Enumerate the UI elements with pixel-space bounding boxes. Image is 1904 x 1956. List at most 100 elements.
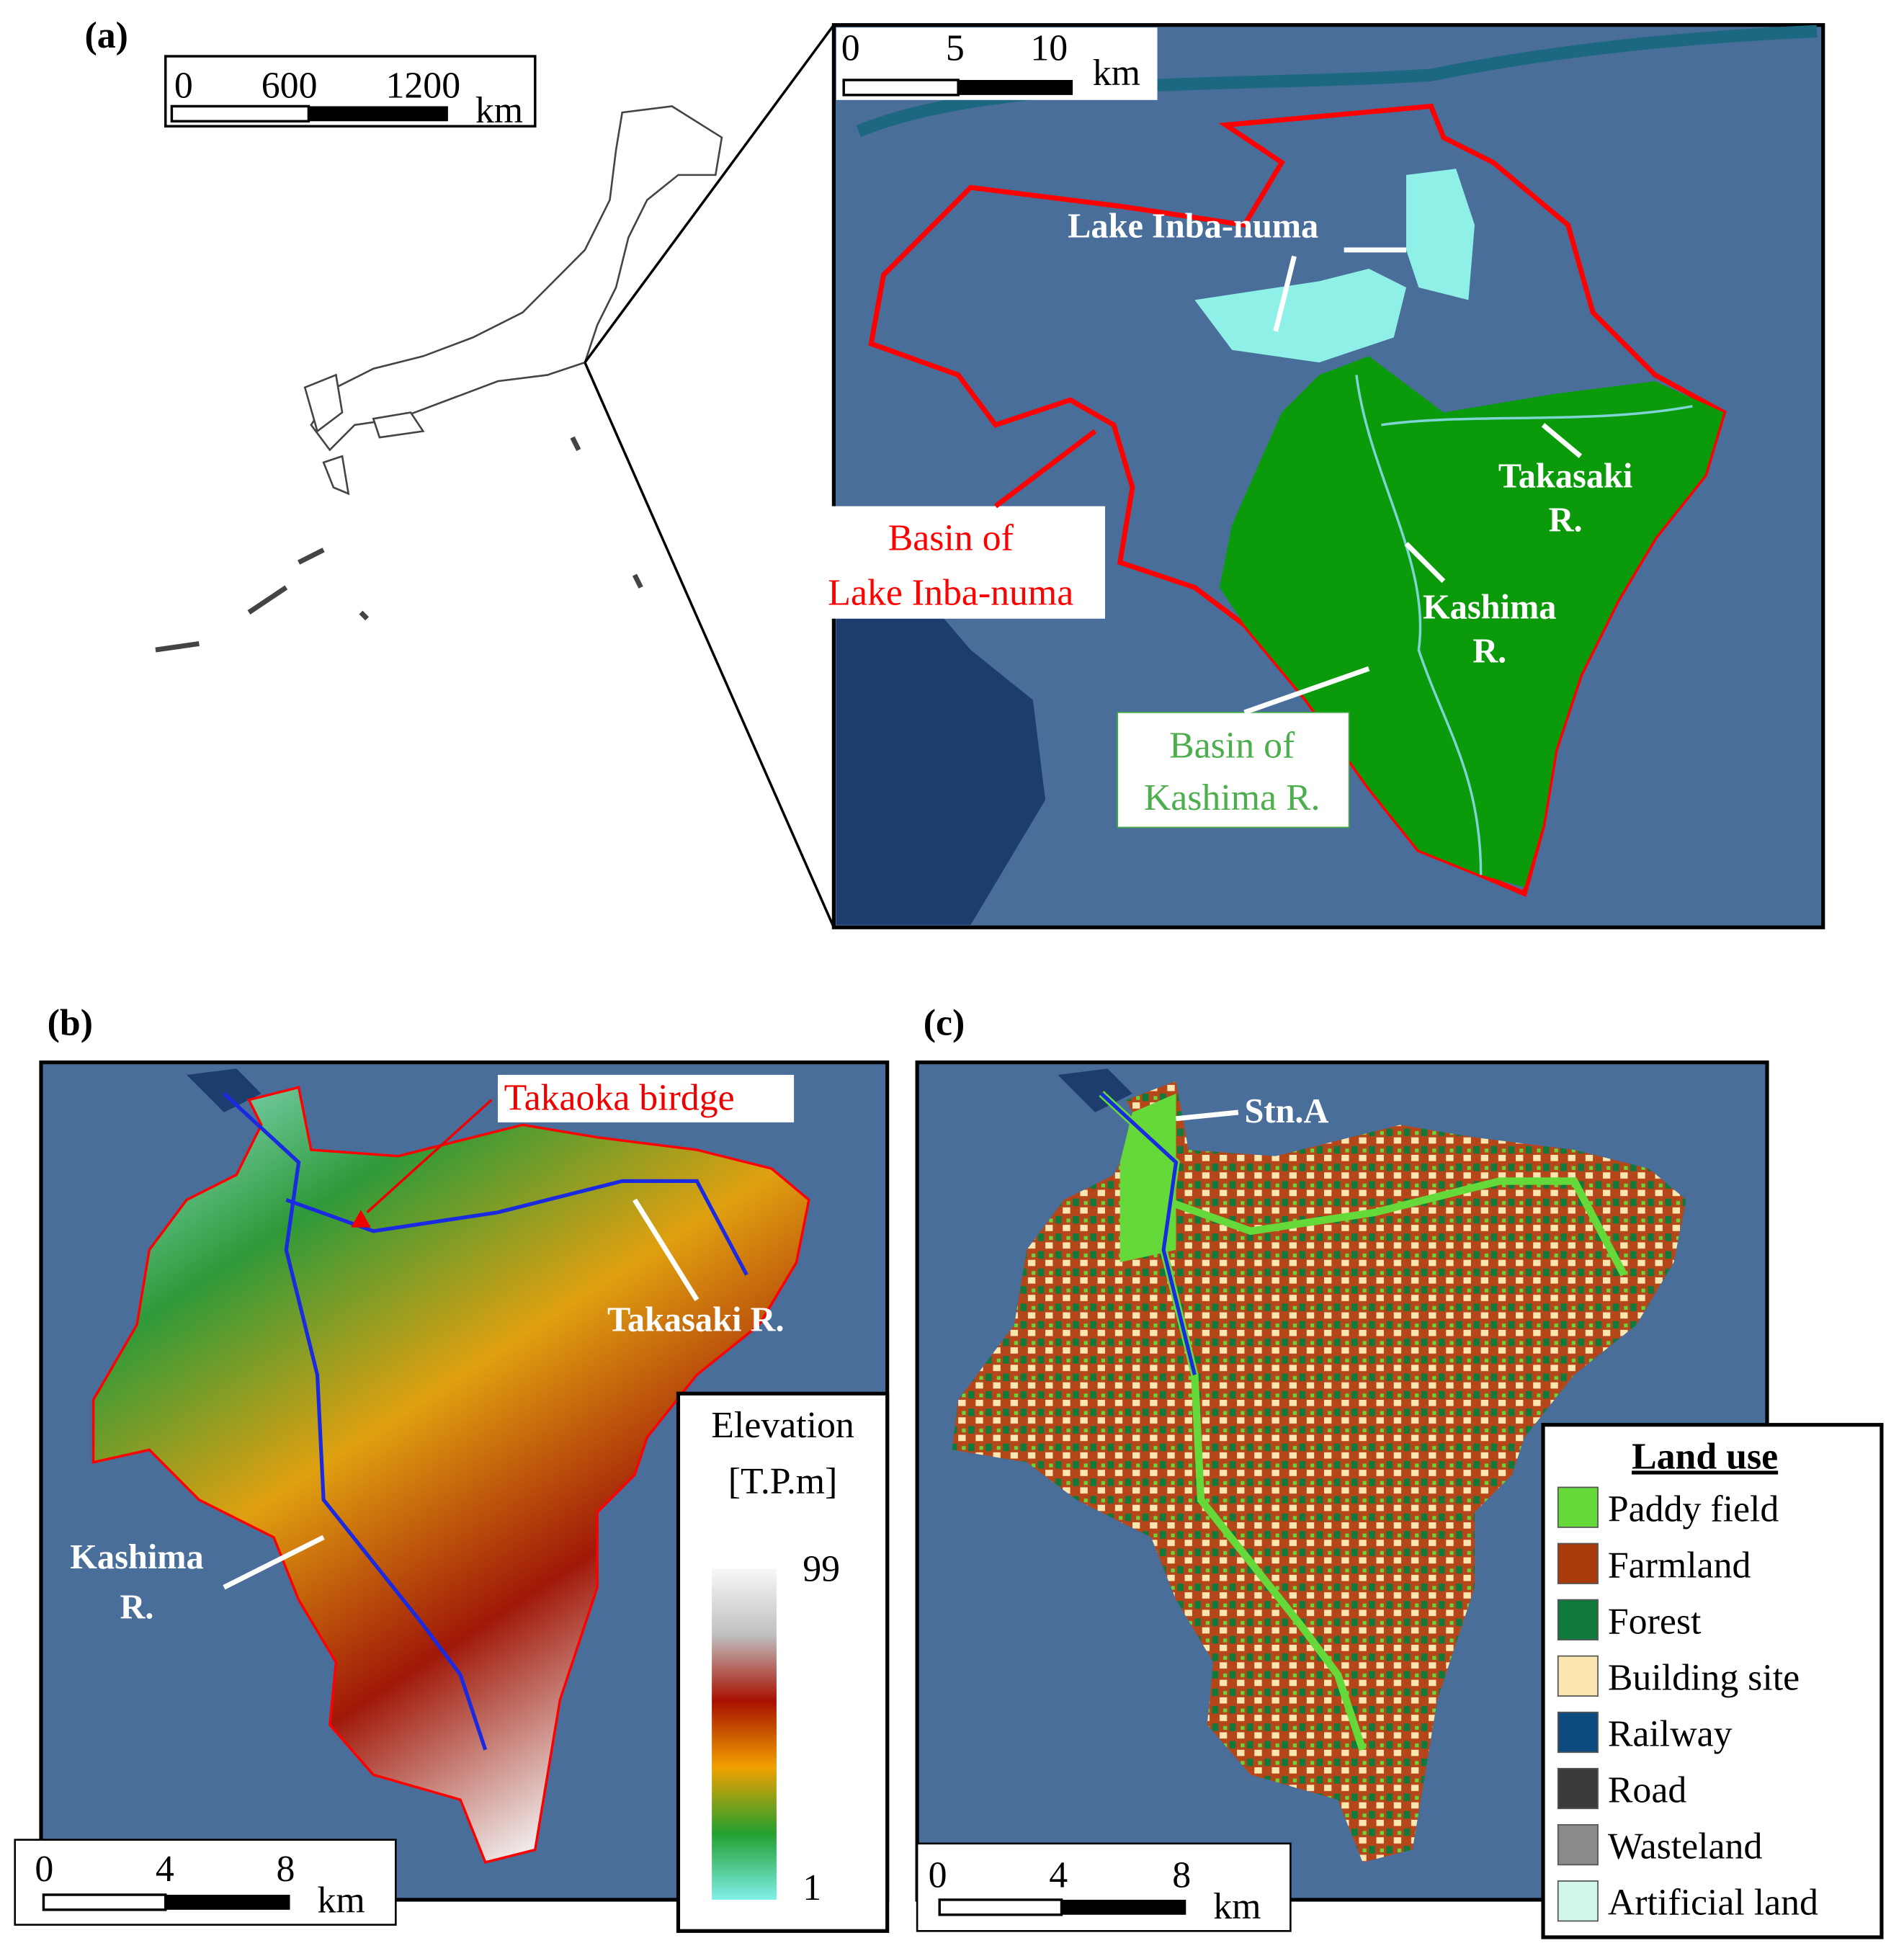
label-box [796,506,1105,619]
arrow [1273,247,1407,332]
scale-tick: 8 [276,1849,295,1890]
legend-label: Paddy field [1608,1488,1779,1529]
annotation: Kashima R. [1423,589,1556,671]
scale-tick: 0 [35,1849,53,1890]
scale-bar [938,1898,1063,1916]
text-line: Elevation [711,1405,854,1446]
text-line: Kashima [1423,589,1556,627]
elevation-basin [91,1086,810,1864]
scale-bar [308,106,448,122]
legend-label: Artificial land [1608,1883,1818,1924]
sea [836,562,1046,925]
text-line: R. [1472,632,1506,670]
text-line: [T.P.m] [728,1461,838,1502]
annotation: Basin of Lake Inba-numa [828,517,1073,613]
colorbar-max: 99 [803,1548,840,1589]
arrow [1243,666,1370,715]
legend-swatch [1557,1711,1599,1754]
scale-bar [42,1893,167,1911]
japan-small-islands [155,436,643,653]
bridge-marker [351,1210,371,1228]
colorbar-min: 1 [803,1867,821,1908]
text-line: Lake Inba-numa [828,573,1073,614]
arrow [1541,423,1583,458]
legend-swatch [1557,1486,1599,1528]
legend-label: Forest [1608,1601,1702,1642]
text-line: Kashima [70,1538,203,1576]
legend-label: Building site [1608,1657,1800,1698]
scale-box [916,1842,1292,1932]
legend-swatch [1557,1655,1599,1697]
text-line: R. [120,1589,154,1627]
legend-label: Wasteland [1608,1826,1763,1867]
japan-islands [303,373,425,496]
arrow [633,1198,700,1302]
scale-bar [1061,1899,1186,1915]
water [187,1068,262,1112]
arrow [1404,542,1446,584]
label-box [1117,711,1350,829]
scale-unit: km [1213,1886,1261,1927]
text-line: Basin of [888,517,1014,558]
lake [1194,169,1475,363]
scale-bar [165,1894,290,1910]
arrow [366,1099,493,1214]
scale-bar [170,104,310,123]
legend-title: Land use [1632,1436,1778,1477]
colorbar-title: Elevation [T.P.m] [711,1405,854,1502]
annotation: Takasaki R. [1498,457,1632,539]
scale-tick: 4 [156,1849,174,1890]
legend-box [1541,1423,1884,1939]
japan-outline [310,105,723,452]
text-line: R. [1549,501,1583,539]
landuse-basin [952,1081,1686,1862]
annotation: Basin of Kashima R. [1144,725,1320,818]
scale-bar [842,79,960,97]
annotation: Stn.A [1244,1092,1328,1130]
scale-tick: 0 [841,27,860,68]
legend-swatch [1557,1880,1599,1922]
scale-tick: 1200 [386,65,461,106]
legend-swatch [1557,1542,1599,1584]
scale-unit: km [475,90,523,131]
paddy-area [1119,1093,1176,1263]
legend-swatch [1557,1767,1599,1810]
river [1100,1092,1197,1375]
scale-tick: 0 [174,65,193,106]
annotation: Lake Inba-numa [1068,207,1318,246]
text-line: Takasaki [1498,457,1632,495]
panel-label: (a) [84,15,128,56]
zoom-line [584,24,835,364]
legend-label: Farmland [1608,1545,1751,1586]
scale-tick: 10 [1030,27,1068,68]
legend-swatch [1557,1823,1599,1866]
scale-bar [958,80,1073,95]
scale-tick: 4 [1049,1854,1068,1895]
label-box [497,1074,795,1122]
annotation: Kashima R. [70,1538,203,1627]
arrow [1176,1109,1239,1122]
colorbar [712,1568,777,1900]
panel-label: (b) [48,1002,93,1043]
scale-tick: 8 [1172,1854,1191,1895]
arrow [993,429,1097,509]
legend-label: Road [1608,1770,1686,1811]
annotation: Takasaki R. [607,1300,785,1339]
scale-tick: 5 [946,27,965,68]
scale-unit: km [1093,53,1140,94]
scale-unit: km [318,1880,365,1921]
legend: Paddy field Farmland Forest Building site Ra… [1557,1486,1818,1924]
panel-label: (c) [924,1002,965,1043]
legend-label: Railway [1608,1713,1733,1754]
scale-tick: 600 [262,65,318,106]
text-line: Kashima R. [1144,777,1320,818]
text-line: Basin of [1169,725,1295,766]
scale-tick: 0 [929,1854,947,1895]
arrow [223,1535,325,1590]
stream [1355,375,1693,875]
zoom-line [584,362,835,928]
annotation: Takaoka birdge [504,1077,735,1118]
legend-swatch [1557,1599,1599,1640]
